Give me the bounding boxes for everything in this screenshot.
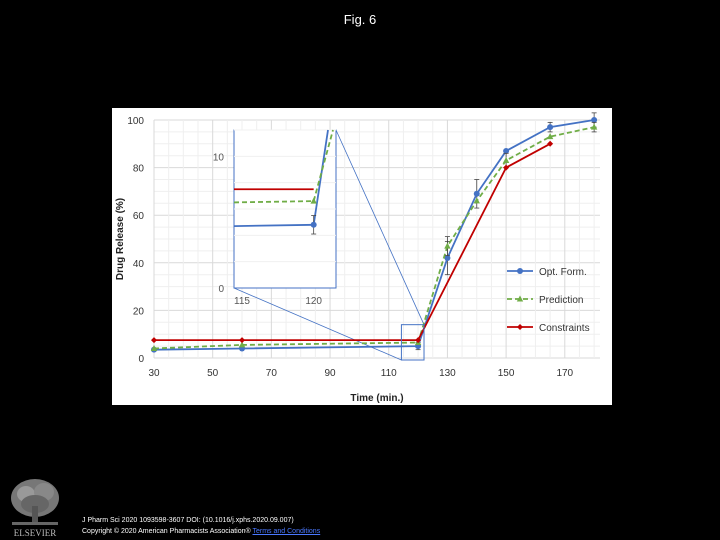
y-tick-label: 40: [133, 259, 145, 270]
x-tick-label: 130: [439, 368, 456, 379]
data-point-opt-form: [547, 124, 554, 131]
y-axis-title: Drug Release (%): [115, 198, 126, 280]
y-tick-label: 20: [133, 306, 145, 317]
data-point-opt-form: [473, 190, 480, 197]
data-point-prediction: [546, 133, 554, 140]
data-point-opt-form: [503, 147, 510, 154]
data-point-constraints: [503, 164, 510, 171]
data-point-constraints: [151, 337, 157, 344]
data-point-prediction: [502, 156, 510, 163]
y-tick-label: 80: [133, 164, 145, 175]
citation-line2: Copyright © 2020 American Pharmacists As…: [82, 526, 320, 537]
legend-marker-prediction: [516, 295, 524, 302]
x-tick-label: 150: [498, 368, 515, 379]
x-tick-label: 110: [381, 368, 397, 379]
data-point-opt-form: [444, 255, 451, 262]
data-point-constraints: [239, 337, 246, 344]
legend-label-constraints: Constraints: [539, 323, 590, 334]
y-tick-label: 0: [138, 354, 144, 365]
chart-figure: 0 20 40 60 80 100 30 50 70 90 110 130 150 170 Time (mi…: [112, 108, 612, 405]
inset-data-point-prediction: [310, 197, 317, 204]
zoom-connector-line: [335, 129, 425, 325]
zoom-box: [400, 324, 425, 361]
legend-label-prediction: Prediction: [539, 295, 583, 306]
legend-marker-opt-form: [517, 268, 523, 274]
inset-x-tick-label: 120: [305, 296, 322, 307]
elsevier-tree-logo: ELSEVIER: [6, 476, 64, 538]
x-tick-label: 70: [266, 368, 278, 379]
data-point-constraints: [547, 140, 554, 147]
inset-y-tick-label: 0: [218, 284, 224, 295]
data-point-constraints: [415, 337, 422, 344]
inset-x-tick-label: 115: [234, 296, 250, 307]
zoom-connector-line: [233, 287, 402, 361]
inset-series-line-opt-form: [233, 223, 314, 228]
copyright-text: Copyright © 2020 American Pharmacists As…: [82, 528, 253, 535]
x-tick-label: 30: [148, 368, 160, 379]
x-axis-title: Time (min.): [350, 393, 403, 404]
data-point-prediction: [238, 341, 246, 348]
x-tick-label: 90: [324, 368, 336, 379]
x-tick-label: 50: [207, 368, 219, 379]
y-tick-label: 100: [127, 116, 144, 127]
data-point-prediction: [590, 123, 598, 130]
citation-line1: J Pharm Sci 2020 1093598-3607 DOI: (10.1…: [82, 517, 294, 524]
inset-series-rise-prediction: [312, 129, 334, 202]
inset-series-line-prediction: [233, 200, 314, 204]
inset-y-tick-label: 10: [213, 152, 225, 163]
data-point-prediction: [473, 197, 480, 204]
x-tick-label: 170: [556, 368, 573, 379]
series-line-opt-form: [153, 119, 595, 351]
y-tick-label: 60: [133, 211, 145, 222]
legend-marker-constraints: [517, 324, 523, 330]
terms-link[interactable]: Terms and Conditions: [252, 528, 321, 535]
citation: J Pharm Sci 2020 1093598-3607 DOI: (10.1…: [82, 515, 320, 537]
data-point-prediction: [444, 242, 451, 249]
data-point-prediction: [150, 344, 158, 351]
publisher-name: ELSEVIER: [14, 528, 57, 538]
legend-label-opt-form: Opt. Form.: [539, 267, 587, 278]
data-point-opt-form: [591, 117, 598, 123]
inset-data-point-opt-form: [310, 221, 317, 228]
figure-title: Fig. 6: [343, 12, 377, 27]
